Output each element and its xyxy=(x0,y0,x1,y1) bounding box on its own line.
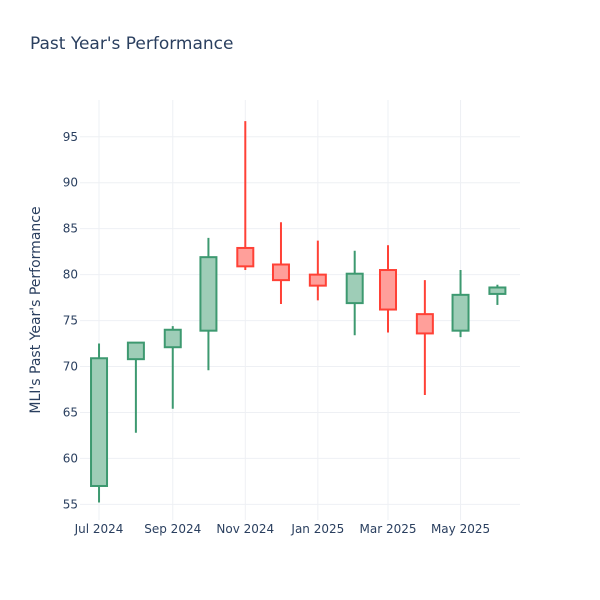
candle-decreasing xyxy=(271,222,290,305)
y-tick-label: 70 xyxy=(63,360,78,374)
candle-increasing xyxy=(126,341,145,433)
candle-body xyxy=(126,341,145,361)
candle-body xyxy=(199,256,218,332)
y-axis-title: MLI's Past Year's Performance xyxy=(28,206,44,413)
candle-body xyxy=(90,357,109,487)
candle-body xyxy=(451,293,470,332)
candles xyxy=(90,121,507,503)
x-tick-label: May 2025 xyxy=(431,522,490,536)
candle-decreasing xyxy=(379,245,397,333)
x-tick-label: Jan 2025 xyxy=(290,522,344,536)
candle-decreasing xyxy=(308,240,327,301)
y-tick-label: 80 xyxy=(63,268,78,282)
candle-body xyxy=(488,286,507,295)
candle-body xyxy=(415,313,434,335)
x-tick-label: Jul 2024 xyxy=(74,522,124,536)
candle-body xyxy=(345,272,364,305)
candle-decreasing xyxy=(236,121,255,271)
y-tick-label: 65 xyxy=(63,405,78,419)
y-tick-label: 85 xyxy=(63,222,78,236)
candle-decreasing xyxy=(415,280,434,396)
candle-body xyxy=(379,269,397,311)
y-axis-ticks: 55 60 65 70 75 80 85 90 95 xyxy=(63,130,78,512)
x-tick-label: Nov 2024 xyxy=(216,522,274,536)
candle-increasing xyxy=(451,270,470,338)
y-tick-label: 95 xyxy=(63,130,78,144)
chart-title: Past Year's Performance xyxy=(30,34,234,54)
x-tick-label: Mar 2025 xyxy=(360,522,417,536)
x-tick-label: Sep 2024 xyxy=(144,522,201,536)
y-tick-label: 90 xyxy=(63,176,78,190)
y-tick-label: 60 xyxy=(63,451,78,465)
y-tick-label: 55 xyxy=(63,497,78,511)
candle-body xyxy=(308,273,327,287)
candle-increasing xyxy=(345,250,364,336)
candle-increasing xyxy=(163,326,182,409)
candle-body xyxy=(271,263,290,282)
candle-increasing xyxy=(199,237,218,371)
candle-body xyxy=(163,328,182,349)
candle-increasing xyxy=(90,343,109,503)
candle-body xyxy=(236,246,255,268)
y-tick-label: 75 xyxy=(63,314,78,328)
x-axis-ticks: Jul 2024 Sep 2024 Nov 2024 Jan 2025 Mar 2025… xyxy=(74,522,491,536)
candle-increasing xyxy=(488,284,507,305)
